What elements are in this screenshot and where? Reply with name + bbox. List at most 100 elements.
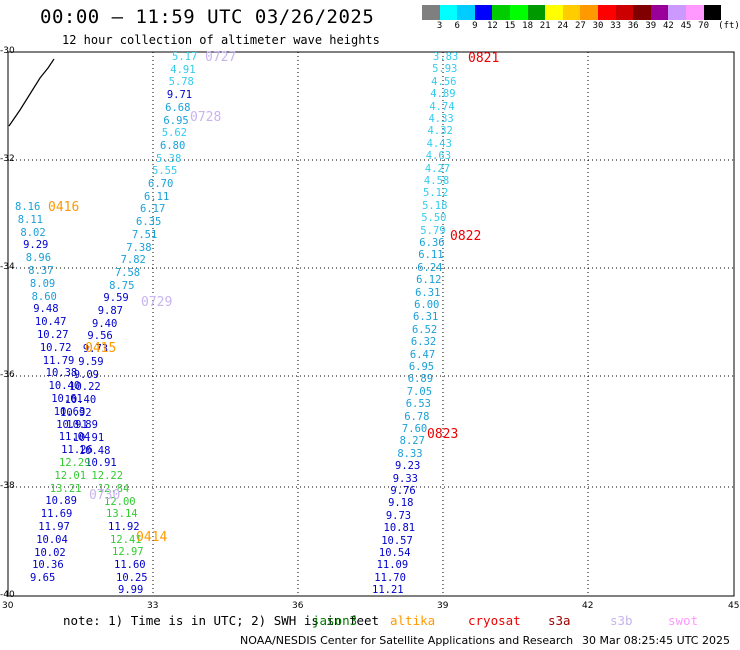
wave-height-label: 5.55 xyxy=(152,165,178,178)
legend-swatch xyxy=(597,5,616,20)
wave-height-label: 9.59 xyxy=(103,292,129,305)
wave-height-label: 10.54 xyxy=(378,547,411,559)
wave-height-label: 10.89 xyxy=(45,495,77,508)
satellite-name: s3b xyxy=(610,613,633,628)
x-tick-label: 45 xyxy=(728,601,740,611)
legend-tick: 39 xyxy=(645,21,657,31)
wave-height-label: 5.79 xyxy=(420,224,446,237)
legend-swatch xyxy=(703,5,722,20)
wave-height-label: 6.95 xyxy=(163,114,189,127)
wave-height-label: 10.91 xyxy=(56,418,88,431)
wave-height-label: 6.12 xyxy=(416,274,442,287)
legend-tick: 24 xyxy=(557,21,569,31)
wave-height-label: 5.50 xyxy=(421,212,447,225)
wave-height-label: 6.17 xyxy=(140,203,166,216)
legend-tick: 42 xyxy=(662,21,674,31)
legend-swatch xyxy=(439,5,458,20)
wave-height-label: 7.51 xyxy=(132,228,158,241)
legend-tick: 6 xyxy=(454,21,460,31)
wave-height-label: 10.38 xyxy=(45,367,78,380)
pass-id-label: 0822 xyxy=(450,229,482,244)
wave-height-label: 10.89 xyxy=(66,419,98,432)
y-tick-label: -32 xyxy=(0,154,15,164)
pass-id-label: 0414 xyxy=(136,530,168,545)
wave-height-label: 9.48 xyxy=(33,303,59,316)
footer-credit: NOAA/NESDIS Center for Satellite Applica… xyxy=(240,634,574,647)
y-tick-label: -38 xyxy=(0,481,15,491)
wave-height-label: 9.71 xyxy=(166,89,193,102)
wave-height-label: 9.73 xyxy=(385,509,412,522)
wave-height-label: 7.05 xyxy=(406,385,433,398)
wave-height-label: 10.72 xyxy=(39,341,72,354)
pass-id-label: 0416 xyxy=(48,200,80,215)
pass-id-label: 0729 xyxy=(141,295,173,310)
footer-timestamp: 30 Mar 08:25:45 UTC 2025 xyxy=(582,634,730,647)
wave-height-label: 13.14 xyxy=(106,508,138,521)
wave-height-label: 10.40 xyxy=(48,380,81,393)
wave-height-label: 12.97 xyxy=(112,546,144,559)
wave-height-label: 10.61 xyxy=(51,393,83,405)
wave-height-label: 6.68 xyxy=(165,101,191,114)
wave-height-label: 9.73 xyxy=(82,343,109,356)
wave-height-label: 8.11 xyxy=(17,213,43,226)
wave-height-label: 8.96 xyxy=(25,252,52,265)
legend-tick: 36 xyxy=(627,21,639,31)
wave-height-label: 11.60 xyxy=(114,559,146,571)
wave-height-label: 9.33 xyxy=(392,472,419,485)
wave-height-label: 6.53 xyxy=(405,398,431,411)
wave-height-label: 10.57 xyxy=(381,534,413,547)
wave-height-label: 7.58 xyxy=(114,266,141,279)
wave-height-label: 5.78 xyxy=(168,76,194,89)
wave-height-label: 9.65 xyxy=(30,572,56,585)
wave-height-label: 5.18 xyxy=(422,199,448,212)
wave-height-label: 12.29 xyxy=(58,457,91,469)
color-legend xyxy=(422,5,722,20)
legend-tick: 3 xyxy=(436,21,443,31)
wave-height-label: 5.12 xyxy=(423,187,449,200)
wave-height-label: 4.33 xyxy=(428,113,454,125)
map-subtitle: 12 hour collection of altimeter wave hei… xyxy=(62,33,380,47)
wave-height-label: 11.97 xyxy=(38,521,70,533)
wave-height-label: 4.27 xyxy=(424,162,451,175)
legend-tick: 21 xyxy=(539,21,551,31)
satellite-name: jason3 xyxy=(312,613,358,628)
note-text: note: 1) Time is in UTC; 2) SWH is in fe… xyxy=(63,613,380,628)
legend-swatch xyxy=(562,5,581,20)
coastline xyxy=(8,58,55,127)
wave-height-label: 12.84 xyxy=(97,482,130,495)
wave-height-label: 11.70 xyxy=(374,571,406,584)
wave-height-label: 10.91 xyxy=(72,432,105,444)
legend-tick: 27 xyxy=(574,21,586,31)
legend-swatch xyxy=(650,5,669,20)
x-tick-label: 42 xyxy=(582,601,594,611)
wave-height-label: 6.00 xyxy=(414,299,440,311)
wave-height-label: 4.32 xyxy=(427,125,453,138)
map-title: 00:00 – 11:59 UTC 03/26/2025 xyxy=(40,6,375,28)
wave-height-label: 4.89 xyxy=(430,88,456,101)
wave-height-label: 6.36 xyxy=(419,237,445,249)
wave-height-label: 10.92 xyxy=(60,406,92,419)
wave-height-label: 11.04 xyxy=(58,431,91,444)
legend-tick: 12 xyxy=(486,21,498,31)
legend-tick: 45 xyxy=(680,21,692,31)
wave-height-label: 4.56 xyxy=(431,75,457,88)
wave-height-label: 5.62 xyxy=(161,127,187,140)
wave-height-label: 8.60 xyxy=(31,290,57,303)
legend-tick: 33 xyxy=(610,21,622,31)
x-tick-label: 30 xyxy=(2,601,14,611)
wave-height-label: 12.41 xyxy=(110,533,142,546)
wave-height-label: 7.82 xyxy=(120,254,146,267)
legend-swatch xyxy=(615,5,634,20)
wave-height-label: 6.35 xyxy=(136,216,162,229)
satellite-name: s3a xyxy=(548,613,571,628)
legend-tick: 30 xyxy=(592,21,604,31)
wave-height-label: 4.43 xyxy=(426,137,452,150)
wave-height-label: 10.63 xyxy=(53,405,86,418)
legend-tick: 18 xyxy=(522,21,534,31)
wave-height-label: 6.24 xyxy=(417,261,443,274)
wave-height-label: 8.75 xyxy=(109,279,135,292)
wave-height-label: 4.63 xyxy=(425,150,452,163)
wave-height-label: 8.16 xyxy=(15,201,41,213)
legend-swatch xyxy=(685,5,704,20)
plot-border xyxy=(7,51,735,597)
